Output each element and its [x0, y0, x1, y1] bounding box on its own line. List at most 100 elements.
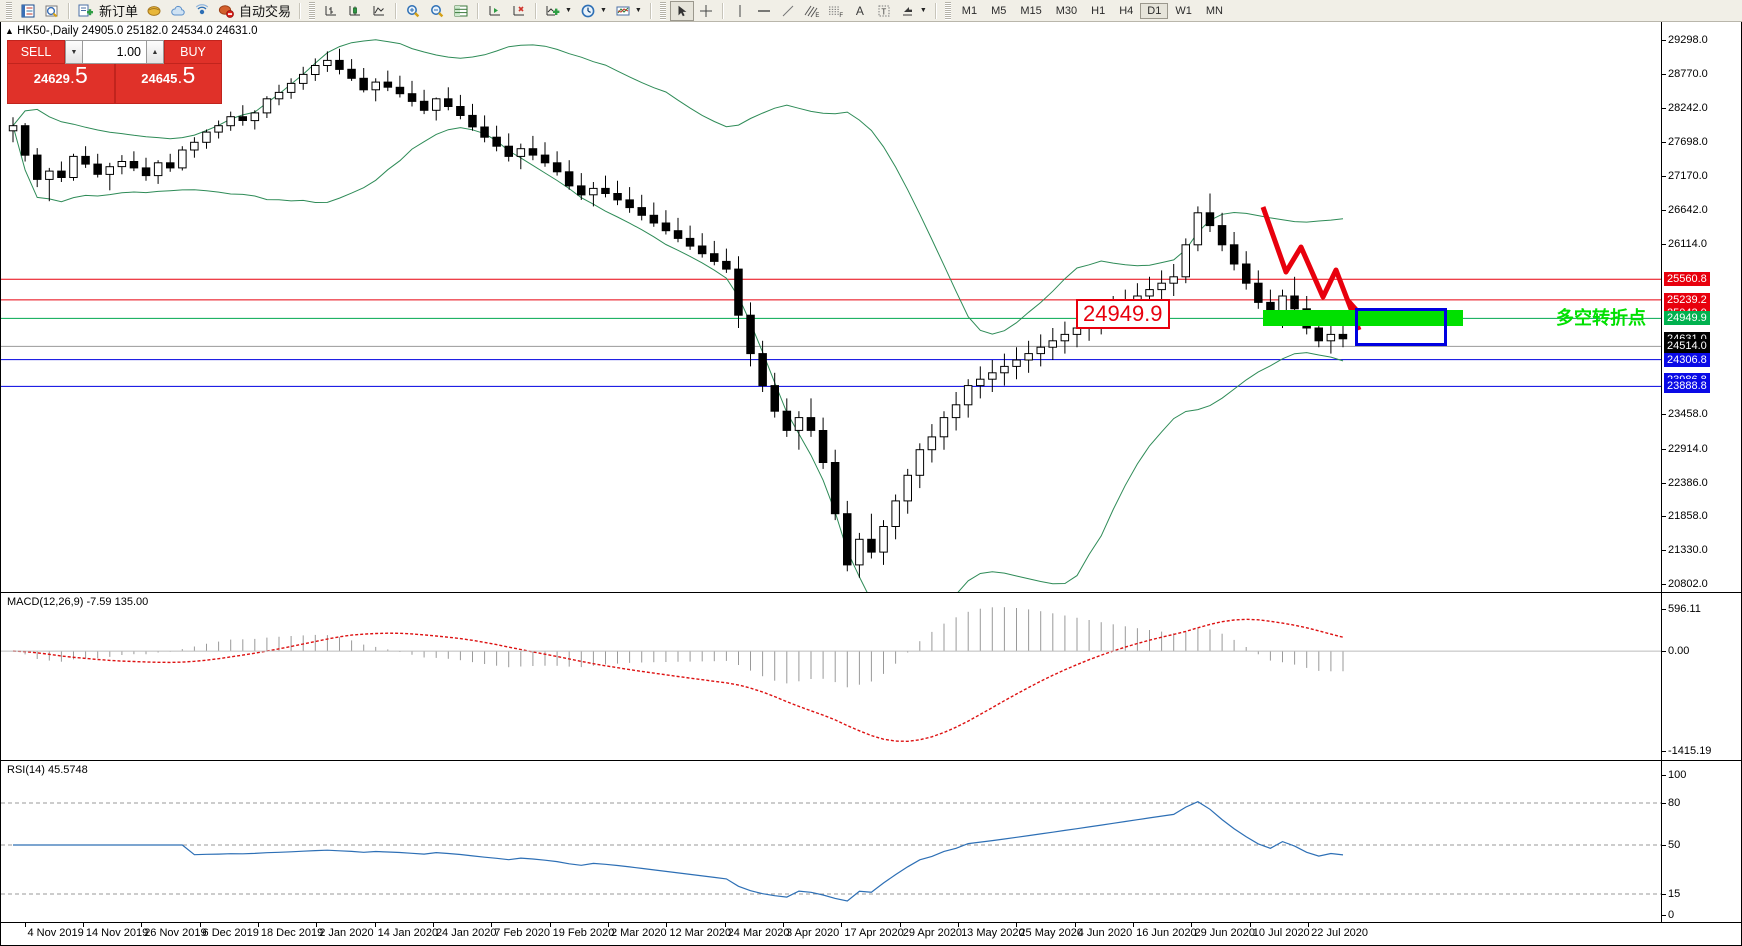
- new-order-icon[interactable]: [74, 1, 98, 21]
- period-clock-icon[interactable]: [576, 1, 600, 21]
- trendline-icon[interactable]: [776, 1, 800, 21]
- text-box-icon[interactable]: T: [872, 1, 896, 21]
- price-annotation-label: 24949.9: [1076, 299, 1170, 330]
- rsi-axis[interactable]: 100 80 50 15 0: [1661, 761, 1741, 925]
- line-chart-icon[interactable]: [367, 1, 391, 21]
- time-axis-tick: [899, 923, 901, 927]
- timeframe-h4[interactable]: H4: [1119, 4, 1134, 17]
- volume-increase-button[interactable]: ▲: [146, 40, 164, 64]
- sell-button[interactable]: SELL: [7, 40, 65, 64]
- toolbar-separator: [395, 2, 398, 19]
- sell-price[interactable]: 24629 . 5: [7, 64, 115, 104]
- chart-area[interactable]: ▲ HK50-,Daily 24905.0 25182.0 24534.0 24…: [0, 22, 1742, 946]
- data-window-icon[interactable]: [40, 1, 64, 21]
- timeframe-m5[interactable]: M5: [991, 4, 1007, 17]
- templates-icon[interactable]: [611, 1, 635, 21]
- timeframe-m30[interactable]: M30: [1055, 4, 1078, 17]
- macd-axis[interactable]: 596.11 0.00 -1415.19: [1661, 593, 1741, 761]
- horizontal-line-icon[interactable]: [752, 1, 776, 21]
- volume-decrease-button[interactable]: ▼: [65, 40, 83, 64]
- one-click-trading-panel[interactable]: SELL ▼ 1.00 ▲ BUY 24629 . 5 24645 . 5: [7, 40, 222, 104]
- timeframe-group[interactable]: M1 M5 M15 M30 H1 H4 D1 W1 MN: [955, 2, 1230, 19]
- time-axis-tick: [257, 923, 259, 927]
- price-axis-label: 26642.0: [1668, 204, 1708, 217]
- time-axis-label: 17 Apr 2020: [844, 927, 904, 939]
- arrows-icon[interactable]: [896, 1, 920, 21]
- chart-shift-icon[interactable]: [483, 1, 507, 21]
- timeframe-d1[interactable]: D1: [1140, 2, 1169, 19]
- add-indicator-icon[interactable]: [541, 1, 565, 21]
- toolbar-separator: [68, 2, 70, 19]
- indicators-icon[interactable]: [142, 1, 166, 21]
- time-axis-label: 2 Mar 2020: [610, 927, 667, 939]
- time-axis-label: 18 Dec 2019: [260, 927, 324, 939]
- consolidation-box: [1355, 308, 1447, 346]
- toolbar-grip[interactable]: [944, 1, 951, 20]
- toolbar-grip[interactable]: [6, 1, 12, 20]
- main-toolbar[interactable]: 新订单 自动交易 ▼ ▼: [0, 0, 1742, 22]
- cursor-icon[interactable]: [669, 0, 694, 21]
- buy-button[interactable]: BUY: [164, 40, 222, 64]
- zoom-out-icon[interactable]: [425, 1, 449, 21]
- macd-canvas: [1, 607, 1661, 743]
- autotrading-icon[interactable]: [214, 1, 238, 21]
- time-axis-tick: [549, 923, 551, 927]
- text-label-icon[interactable]: A: [855, 3, 864, 18]
- cloud-icon[interactable]: [166, 1, 190, 21]
- timeframe-mn[interactable]: MN: [1205, 4, 1223, 17]
- toolbar-separator: [535, 2, 538, 19]
- price-chart-canvas: [1, 39, 1661, 592]
- price-axis-label: 23458.0: [1668, 407, 1708, 420]
- sell-price-dot: .: [70, 74, 74, 86]
- rsi-canvas: [1, 801, 1661, 902]
- arrows-dropdown-icon[interactable]: ▼: [919, 7, 927, 14]
- price-tag-23888-8: 23888.8: [1664, 379, 1710, 394]
- toolbar-grip[interactable]: [659, 1, 666, 20]
- add-indicator-dropdown-icon[interactable]: ▼: [565, 7, 572, 14]
- market-watch-icon[interactable]: [16, 1, 40, 21]
- price-axis-tick: [1662, 584, 1666, 585]
- price-pane[interactable]: 24949.9 多空转折点 29298.0 28770.0 28242.0 27698…: [1, 22, 1741, 592]
- price-axis-label: 21858.0: [1668, 510, 1708, 523]
- templates-dropdown-icon[interactable]: ▼: [634, 7, 642, 14]
- period-dropdown-icon[interactable]: ▼: [599, 7, 607, 14]
- equidistant-channel-icon[interactable]: E: [800, 1, 824, 21]
- time-axis-tick: [491, 923, 493, 927]
- time-axis-label: 4 Nov 2019: [27, 927, 84, 939]
- timeframe-h1[interactable]: H1: [1091, 4, 1106, 17]
- autotrading-label[interactable]: 自动交易: [239, 5, 292, 20]
- crosshair-icon[interactable]: [694, 1, 718, 21]
- signal-icon[interactable]: [190, 1, 214, 21]
- toolbar-grip[interactable]: [309, 1, 316, 20]
- timeframe-m1[interactable]: M1: [961, 4, 978, 17]
- auto-scroll-icon[interactable]: [507, 1, 531, 21]
- macd-axis-label: 596.11: [1668, 603, 1701, 615]
- time-axis-label: 22 Jul 2020: [1311, 927, 1369, 939]
- macd-axis-tick: [1662, 751, 1666, 752]
- macd-pane[interactable]: MACD(12,26,9) -7.59 135.00 596.11 0.00 -14…: [1, 592, 1741, 761]
- svg-text:T: T: [881, 7, 886, 16]
- vertical-line-icon[interactable]: [728, 1, 752, 21]
- zoom-in-icon[interactable]: [401, 1, 425, 21]
- volume-input[interactable]: 1.00: [83, 40, 146, 64]
- time-axis-tick: [199, 923, 201, 927]
- toolbar-separator: [477, 2, 480, 19]
- rsi-pane[interactable]: RSI(14) 45.5748 100 80 50 15 0: [1, 760, 1741, 925]
- candlestick-chart-icon[interactable]: [343, 1, 367, 21]
- buy-price[interactable]: 24645 . 5: [114, 64, 222, 104]
- price-axis[interactable]: 29298.0 28770.0 28242.0 27698.0 27170.0 26642…: [1661, 22, 1741, 592]
- new-order-label[interactable]: 新订单: [99, 5, 139, 20]
- price-tag-25560-8: 25560.8: [1664, 272, 1710, 287]
- data-grid-icon[interactable]: [449, 1, 473, 21]
- bar-chart-icon[interactable]: [319, 1, 343, 21]
- price-axis-label: 27698.0: [1668, 136, 1708, 149]
- price-axis-tick: [1662, 210, 1666, 212]
- rsi-axis-tick: [1662, 803, 1666, 804]
- time-axis[interactable]: 4 Nov 2019 14 Nov 2019 26 Nov 2019 6 Dec 20…: [1, 922, 1741, 945]
- timeframe-w1[interactable]: W1: [1175, 4, 1192, 17]
- time-axis-tick: [783, 923, 785, 927]
- price-axis-tick: [1662, 482, 1666, 484]
- fibonacci-icon[interactable]: F: [824, 1, 848, 21]
- collapse-icon[interactable]: ▲: [5, 26, 14, 36]
- timeframe-m15[interactable]: M15: [1020, 4, 1042, 17]
